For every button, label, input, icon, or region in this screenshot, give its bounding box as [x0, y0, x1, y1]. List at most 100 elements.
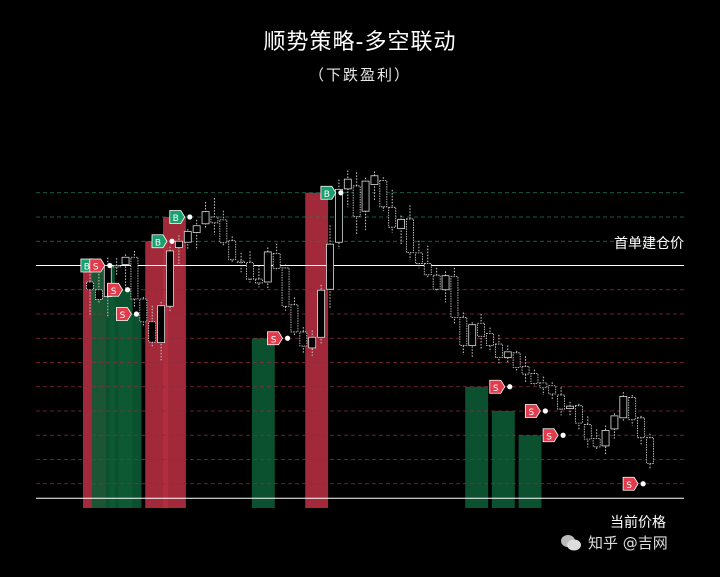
candle-body: [441, 275, 450, 291]
candle-body: [512, 352, 521, 368]
candle-body: [361, 180, 370, 212]
chart-subtitle: （下跌盈利）: [308, 66, 411, 84]
order-dot: [507, 384, 513, 390]
order-dot: [133, 311, 140, 317]
order-tag-label: S: [271, 335, 277, 345]
order-dot: [560, 432, 566, 438]
candle-body: [459, 316, 468, 346]
candle-body: [592, 438, 601, 448]
order-tag-shape: [489, 379, 506, 394]
position-bar-short: [518, 435, 542, 508]
order-tag-label: B: [84, 263, 90, 273]
candle-body: [486, 332, 494, 346]
buy-order-tag: B: [151, 234, 175, 249]
sell-order-tag: S: [542, 428, 566, 443]
order-tag-shape: [116, 307, 132, 321]
order-tag-label: B: [324, 190, 330, 200]
candle-body: [94, 289, 103, 300]
candle-body: [281, 267, 290, 307]
candle-body: [201, 211, 210, 225]
order-tag-shape: [89, 258, 106, 273]
candle-body: [406, 218, 414, 253]
order-tag-label: S: [111, 287, 117, 297]
position-bar-short: [251, 338, 275, 508]
candle-body: [183, 231, 192, 243]
candle-body: [246, 262, 254, 280]
sell-order-tag: S: [116, 307, 140, 321]
order-dot: [640, 481, 646, 487]
order-tag-shape: [524, 404, 541, 418]
order-tag-shape: [320, 185, 337, 200]
order-tag-label: S: [493, 384, 499, 394]
order-tag-label: B: [155, 238, 161, 248]
candle-body: [343, 178, 352, 190]
candle-body: [192, 225, 201, 233]
order-tag-shape: [542, 428, 559, 443]
sell-order-tag: S: [524, 404, 548, 418]
order-tag-shape: [151, 234, 168, 249]
watermark-text: 知乎 @吉网: [588, 534, 668, 552]
order-tag-label: S: [93, 263, 99, 273]
candle-body: [566, 405, 574, 409]
candle-body: [334, 188, 343, 243]
candle-body: [370, 175, 379, 185]
candle-body: [157, 305, 166, 344]
entry-price-label: 首单建仓价: [614, 236, 684, 252]
candle-body: [210, 216, 219, 224]
order-dot: [542, 408, 548, 414]
sell-order-tag: S: [107, 282, 131, 297]
sell-order-tag: S: [489, 379, 513, 394]
order-tag-shape: [107, 282, 124, 297]
candle-body: [468, 324, 477, 346]
candle-body: [86, 281, 94, 291]
candle-body: [477, 322, 486, 337]
candle-body: [628, 397, 637, 421]
candle-body: [139, 298, 148, 323]
candle-body: [610, 415, 619, 430]
candle-body: [148, 321, 157, 343]
candle-body: [494, 343, 503, 359]
candle-body: [308, 336, 317, 349]
candle-body: [619, 396, 628, 419]
order-tag-label: B: [173, 214, 179, 224]
candle-body: [263, 251, 272, 283]
order-dot: [124, 287, 131, 293]
candle-body: [317, 289, 326, 338]
buy-order-tag: B: [169, 210, 193, 224]
candle-body: [228, 240, 237, 261]
order-tag-shape: [267, 331, 284, 346]
order-tag-label: S: [546, 432, 552, 442]
order-dot: [338, 190, 344, 196]
candle-body: [290, 304, 299, 333]
candle-body: [237, 260, 246, 264]
sell-order-tag: S: [622, 476, 646, 491]
chart-title: 顺势策略-多空联动: [263, 30, 457, 55]
sell-order-tag: S: [89, 258, 113, 273]
position-bar-long: [305, 192, 329, 508]
buy-order-tag: B: [320, 185, 344, 200]
current-price-label: 当前价格: [610, 515, 666, 531]
candle-body: [423, 263, 432, 276]
candle-body: [299, 331, 308, 347]
watermark: 知乎 @吉网: [560, 532, 668, 553]
position-bar-short: [91, 265, 115, 508]
candle-body: [397, 219, 406, 230]
candle-body: [112, 265, 121, 268]
candle-body: [254, 278, 263, 284]
candle-body: [637, 417, 646, 439]
candle-body: [166, 250, 174, 307]
candle-body: [530, 373, 539, 384]
order-dot: [187, 214, 193, 220]
candle-body: [219, 219, 228, 244]
order-tag-label: S: [528, 408, 534, 418]
candle-body: [450, 276, 459, 318]
order-dot: [107, 262, 113, 269]
candle-body: [583, 424, 592, 440]
candle-body: [601, 429, 610, 447]
candle-body: [539, 382, 548, 389]
order-tag-shape: [169, 210, 186, 224]
order-tag-label: S: [626, 481, 632, 491]
candle-body: [414, 252, 423, 264]
candle-body: [646, 437, 654, 464]
